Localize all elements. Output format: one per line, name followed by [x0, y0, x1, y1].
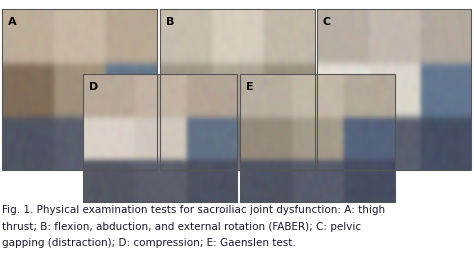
Text: E: E [246, 81, 254, 91]
Text: A: A [8, 17, 17, 26]
Text: D: D [89, 81, 98, 91]
Text: thrust; B: flexion, abduction, and external rotation (FABER); C: pelvic: thrust; B: flexion, abduction, and exter… [2, 221, 362, 231]
Bar [317, 10, 471, 170]
Bar [160, 10, 315, 170]
Text: B: B [166, 17, 174, 26]
Bar [240, 75, 395, 202]
Bar [2, 10, 157, 170]
Bar [83, 75, 237, 202]
Text: gapping (distraction); D: compression; E: Gaenslen test.: gapping (distraction); D: compression; E… [2, 237, 296, 247]
Text: Fig. 1. Physical examination tests for sacroiliac joint dysfunction: A: thigh: Fig. 1. Physical examination tests for s… [2, 204, 385, 214]
Text: C: C [322, 17, 330, 26]
